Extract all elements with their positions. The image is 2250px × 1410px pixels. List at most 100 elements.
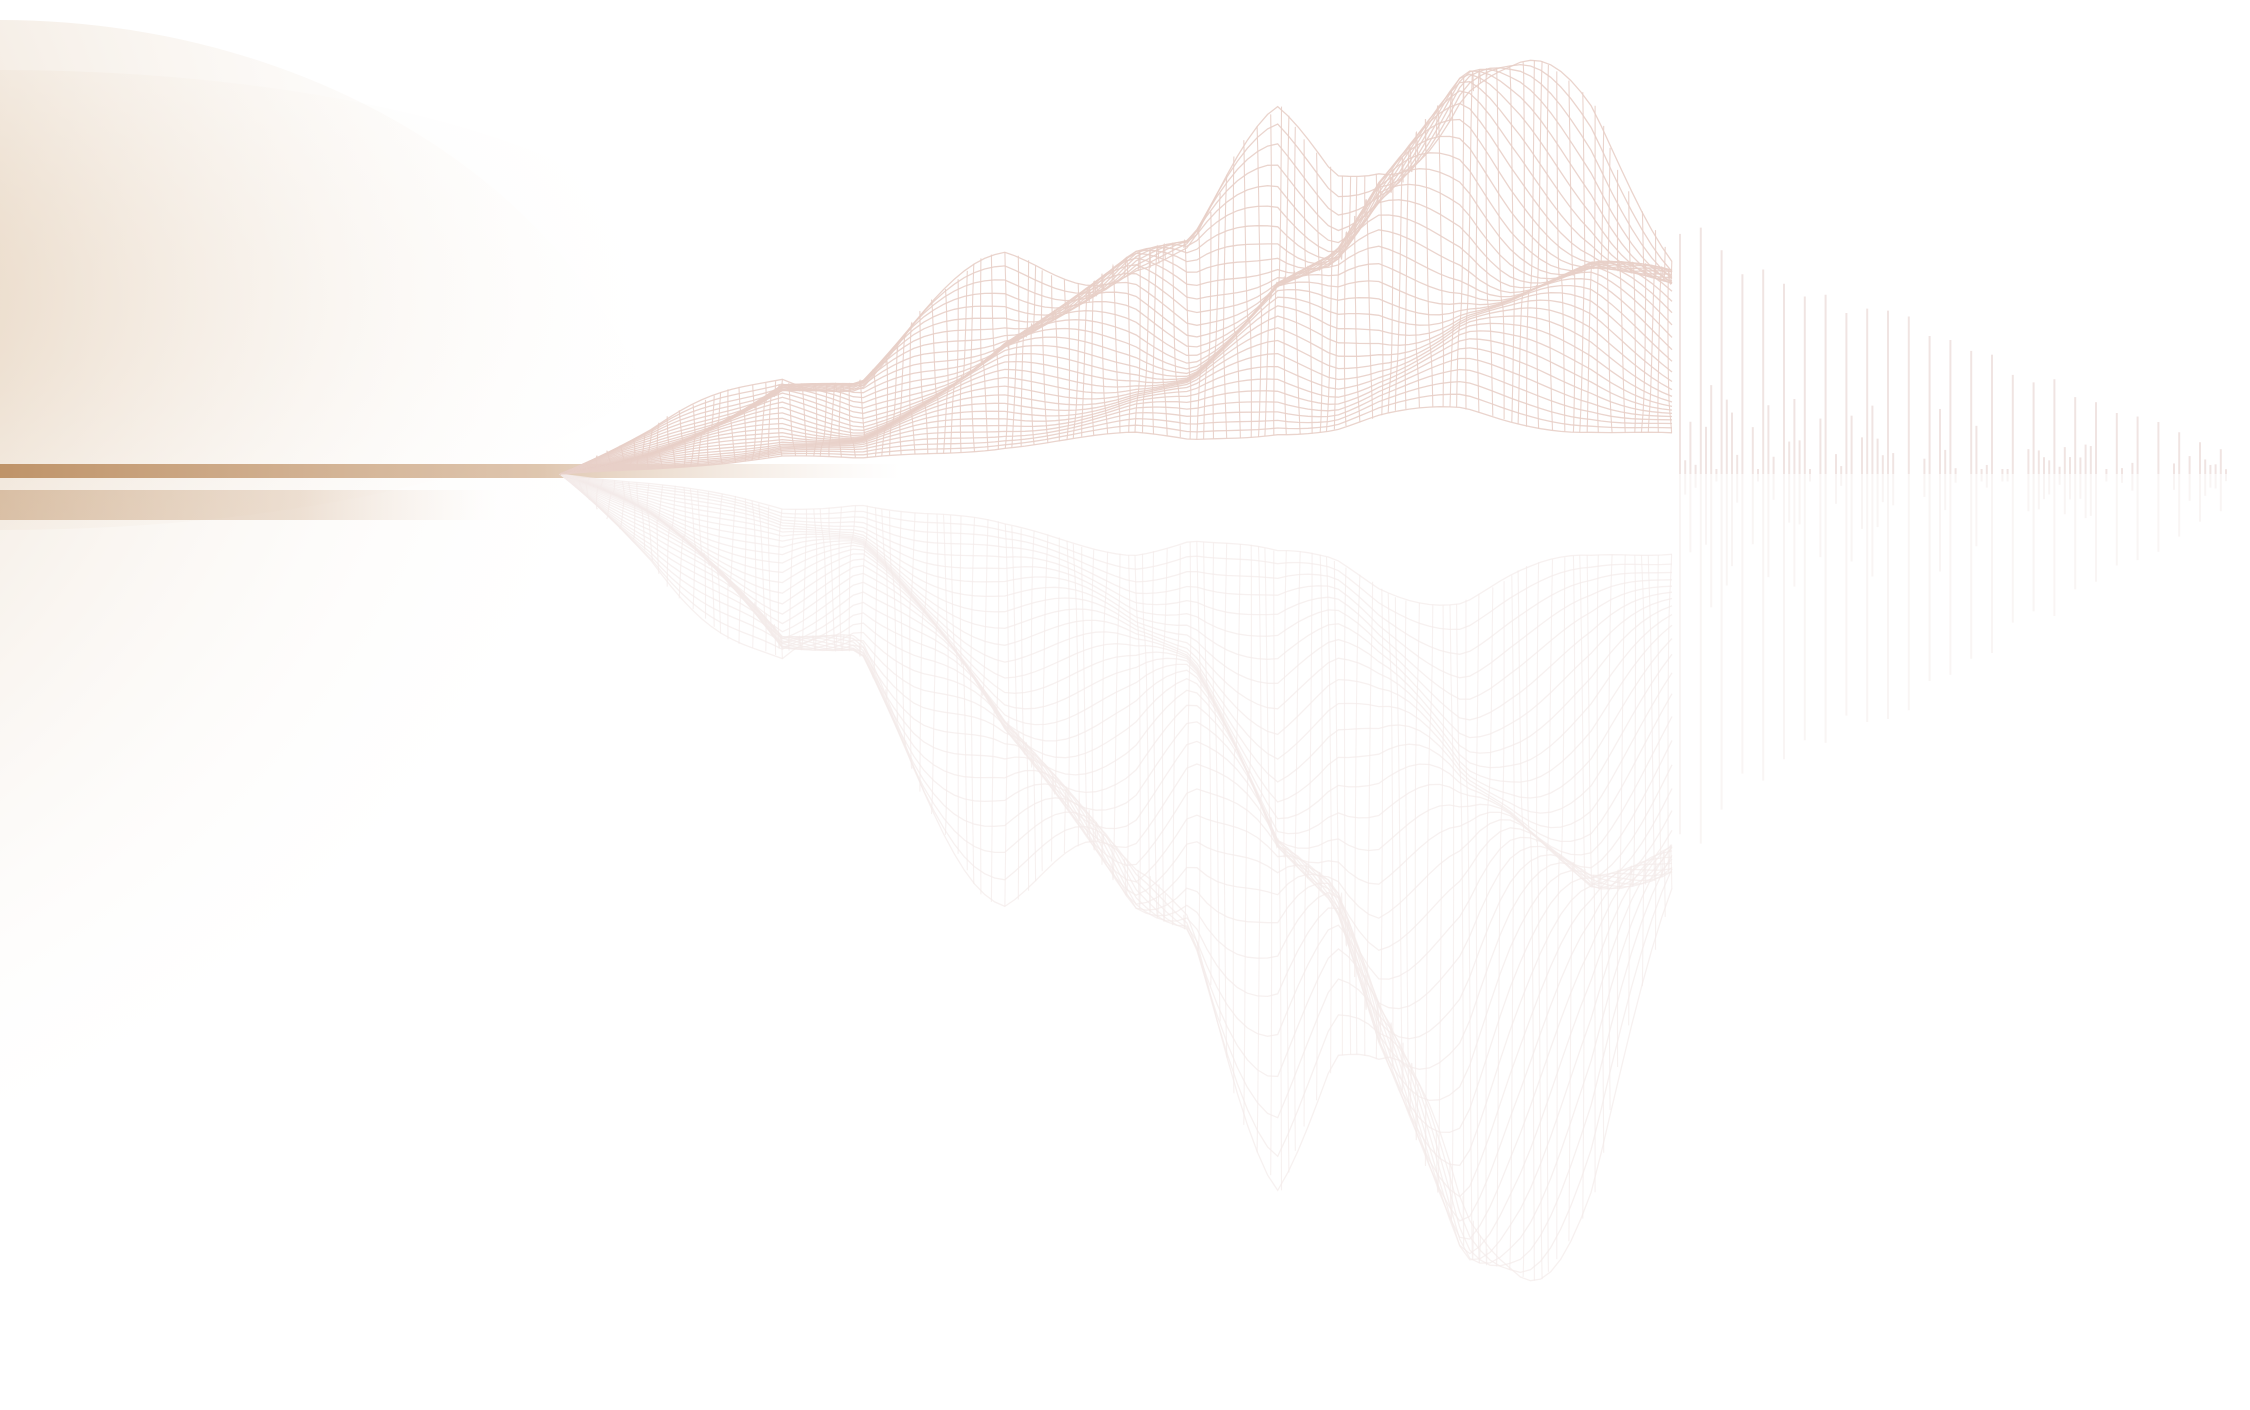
mesh-column bbox=[566, 475, 575, 483]
mesh-column bbox=[628, 481, 636, 540]
mesh-column bbox=[1465, 599, 1474, 1260]
mesh-column bbox=[1404, 144, 1413, 410]
mesh-column bbox=[707, 491, 715, 627]
mesh-column bbox=[738, 386, 747, 462]
mesh-column bbox=[1303, 139, 1313, 434]
mesh-column bbox=[1072, 543, 1081, 847]
mesh-column bbox=[1020, 528, 1030, 891]
mesh-column bbox=[1111, 263, 1121, 434]
mesh-row bbox=[559, 284, 1673, 475]
mesh-column bbox=[1354, 176, 1361, 423]
mesh-row bbox=[559, 473, 1673, 1102]
mesh-column bbox=[828, 507, 838, 653]
mesh-column bbox=[1172, 242, 1181, 438]
mesh-column bbox=[1050, 537, 1060, 862]
mesh-column bbox=[1414, 602, 1420, 1141]
mesh-column bbox=[1456, 603, 1465, 1246]
mesh-column bbox=[858, 379, 868, 458]
mesh-column bbox=[1333, 560, 1343, 1056]
mesh-column bbox=[1141, 553, 1151, 914]
mesh-column bbox=[1667, 261, 1673, 433]
mesh-column bbox=[1657, 246, 1666, 433]
mesh-column bbox=[899, 333, 907, 455]
mesh-column bbox=[1606, 147, 1613, 433]
mesh-column bbox=[1316, 152, 1323, 433]
mesh-column bbox=[1536, 562, 1543, 1280]
mesh-column bbox=[1449, 604, 1455, 1220]
mesh-column bbox=[1161, 548, 1168, 922]
mesh-column bbox=[1196, 227, 1202, 440]
mesh-row bbox=[559, 473, 1673, 739]
mesh-column bbox=[1325, 166, 1333, 432]
mesh-column bbox=[909, 321, 916, 455]
mesh-column bbox=[1568, 555, 1576, 1242]
mesh-column bbox=[575, 476, 585, 492]
mesh-column bbox=[1485, 587, 1494, 1266]
mesh-column bbox=[1072, 282, 1081, 439]
mesh-column bbox=[1040, 270, 1049, 444]
mesh-column bbox=[1628, 555, 1637, 1026]
mesh-row bbox=[559, 473, 1673, 721]
mesh-column bbox=[1063, 540, 1071, 854]
mesh-column bbox=[1232, 156, 1241, 439]
mesh-column bbox=[1546, 559, 1554, 1272]
mesh-column bbox=[656, 484, 664, 574]
mesh-column bbox=[727, 389, 737, 463]
mesh-column bbox=[1011, 255, 1020, 448]
mesh-column bbox=[1606, 554, 1613, 1110]
mesh-column bbox=[919, 310, 929, 454]
mesh-row bbox=[559, 338, 1673, 475]
mesh-column bbox=[881, 509, 889, 701]
mesh-column bbox=[1517, 62, 1525, 425]
mesh-column bbox=[959, 270, 968, 453]
mesh-column bbox=[1151, 551, 1160, 918]
mesh-column bbox=[1325, 556, 1333, 1074]
mesh-column bbox=[717, 493, 723, 634]
mesh-column bbox=[689, 488, 696, 610]
mesh-column bbox=[1091, 549, 1098, 851]
mesh-column bbox=[1364, 581, 1374, 1056]
mesh-column bbox=[1081, 546, 1091, 843]
mesh-column bbox=[1243, 140, 1252, 438]
mesh-column bbox=[1004, 252, 1010, 449]
mesh-column bbox=[666, 485, 676, 587]
mesh-column bbox=[1151, 244, 1160, 435]
mesh-column bbox=[950, 515, 959, 854]
mesh-column bbox=[1232, 543, 1241, 1094]
mesh-column bbox=[656, 422, 664, 469]
mesh-column bbox=[881, 357, 889, 456]
mesh-column bbox=[1134, 250, 1141, 433]
mesh-column bbox=[969, 517, 976, 884]
mesh-column bbox=[1222, 543, 1228, 1059]
mesh-column bbox=[819, 508, 828, 651]
mesh-column bbox=[1030, 265, 1037, 445]
mesh-column bbox=[1161, 242, 1168, 436]
mesh-column bbox=[1546, 64, 1554, 431]
mesh-column bbox=[1495, 67, 1505, 420]
mesh-column bbox=[1616, 554, 1626, 1068]
mesh-column bbox=[1091, 280, 1098, 436]
mesh-column bbox=[1495, 581, 1505, 1267]
mesh-column bbox=[1273, 550, 1283, 1191]
mesh-column bbox=[1011, 525, 1020, 900]
mesh-column bbox=[889, 345, 899, 456]
mesh-column bbox=[689, 404, 696, 467]
mesh-column bbox=[758, 503, 767, 652]
mesh-column bbox=[1556, 71, 1566, 432]
mesh-column bbox=[646, 429, 654, 470]
mesh-column bbox=[777, 379, 783, 457]
mesh-column bbox=[1183, 238, 1192, 440]
mesh-column bbox=[1640, 211, 1647, 433]
mesh-column bbox=[619, 480, 626, 530]
mesh-column bbox=[1183, 542, 1192, 930]
mesh-column bbox=[1517, 570, 1525, 1278]
mesh-column bbox=[1586, 105, 1596, 433]
mesh-column bbox=[1435, 105, 1445, 407]
mesh-column bbox=[1394, 157, 1404, 411]
mesh-column bbox=[1050, 275, 1060, 442]
mesh-column bbox=[798, 383, 808, 456]
mesh-column bbox=[990, 521, 1000, 902]
mesh-column bbox=[1508, 65, 1515, 423]
mesh-column bbox=[1222, 174, 1228, 439]
